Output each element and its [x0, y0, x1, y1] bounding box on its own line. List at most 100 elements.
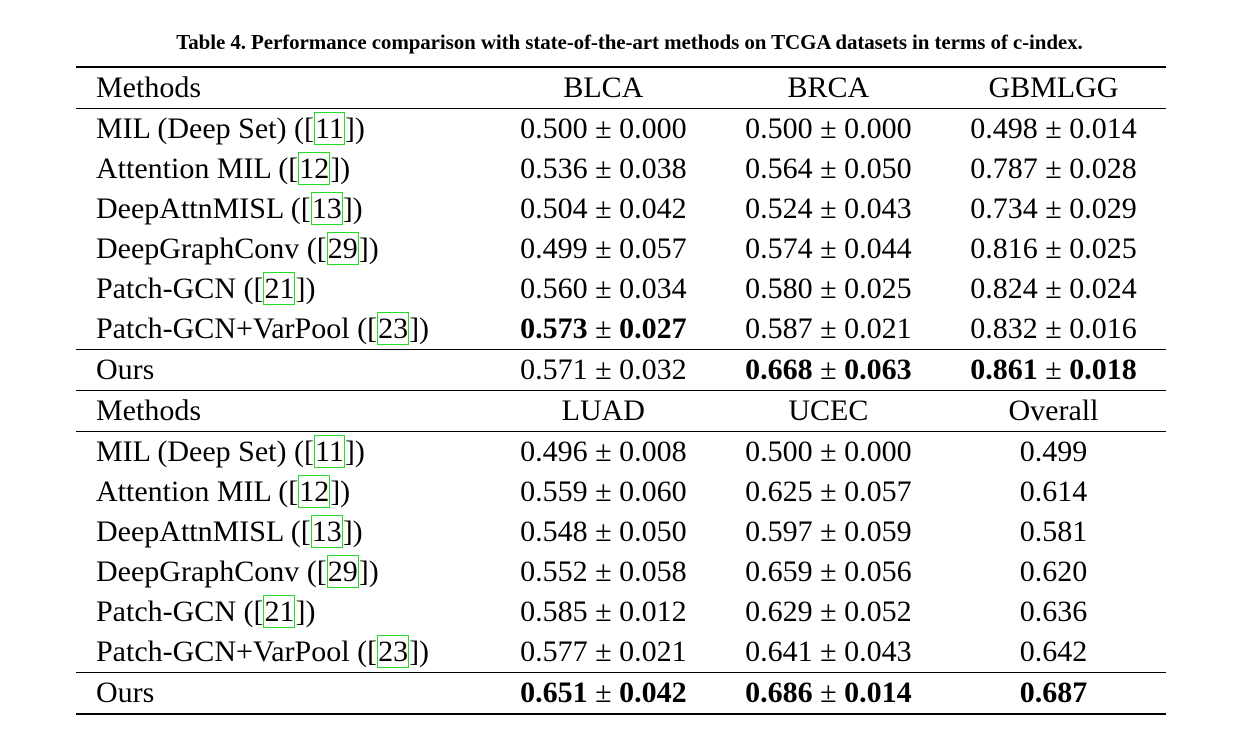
value-cell: 0.500 ± 0.000	[715, 108, 941, 149]
header-brca: BRCA	[715, 66, 941, 109]
mean-value: 0.571	[520, 353, 588, 386]
plus-minus-symbol: ±	[820, 595, 837, 628]
citation-link[interactable]: 23	[377, 635, 410, 668]
citation-link[interactable]: 29	[326, 555, 359, 588]
mean-value: 0.552	[520, 555, 588, 588]
citation-link[interactable]: 21	[263, 595, 296, 628]
value-cell: 0.499	[940, 431, 1166, 472]
citation-link[interactable]: 13	[310, 515, 343, 548]
method-name: Attention MIL	[96, 475, 271, 508]
value-cell: 0.861 ± 0.018	[940, 349, 1166, 391]
plus-minus-symbol: ±	[595, 312, 612, 345]
table-row: Patch-GCN ([21]) 0.560 ± 0.034 0.580 ± 0.0…	[76, 269, 1166, 309]
citation-link[interactable]: 11	[313, 112, 345, 145]
value-cell: 0.668 ± 0.063	[715, 349, 941, 391]
mean-value: 0.564	[745, 152, 813, 185]
mean-value: 0.573	[520, 312, 588, 345]
value-cell: 0.687	[940, 672, 1166, 715]
plus-minus-symbol: ±	[820, 676, 837, 709]
header-row-1: Methods BLCA BRCA GBMLGG	[76, 66, 1166, 109]
method-name-cell: Ours	[76, 672, 491, 715]
header-blca: BLCA	[490, 66, 716, 109]
value-cell: 0.641 ± 0.043	[716, 632, 941, 673]
value-cell: 0.571 ± 0.032	[490, 349, 716, 391]
citation-link[interactable]: 29	[326, 232, 359, 265]
value-cell: 0.824 ± 0.024	[941, 269, 1166, 309]
method-name: DeepAttnMISL	[96, 192, 284, 225]
std-value: 0.057	[844, 475, 912, 508]
std-value: 0.044	[844, 232, 912, 265]
mean-value: 0.500	[520, 112, 588, 145]
mean-value: 0.524	[745, 192, 813, 225]
std-value: 0.032	[619, 353, 687, 386]
mean-value: 0.580	[745, 272, 813, 305]
header-ucec: UCEC	[715, 390, 941, 432]
table-row: Patch-GCN+VarPool ([23]) 0.573 ± 0.027 0.5…	[76, 309, 1166, 350]
plus-minus-symbol: ±	[595, 676, 612, 709]
table-row: Patch-GCN+VarPool ([23]) 0.577 ± 0.021 0.6…	[76, 632, 1166, 673]
method-name: DeepGraphConv	[96, 555, 300, 588]
mean-value: 0.636	[1019, 595, 1088, 628]
mean-value: 0.587	[745, 312, 813, 345]
mean-value: 0.861	[970, 353, 1038, 386]
plus-minus-symbol: ±	[595, 595, 612, 628]
std-value: 0.028	[1069, 152, 1137, 185]
plus-minus-symbol: ±	[820, 555, 837, 588]
value-cell: 0.629 ± 0.052	[716, 592, 941, 632]
value-cell: 0.496 ± 0.008	[490, 431, 716, 472]
plus-minus-symbol: ±	[820, 435, 837, 468]
value-cell: 0.536 ± 0.038	[491, 149, 716, 189]
mean-value: 0.559	[520, 475, 588, 508]
header-overall: Overall	[940, 390, 1166, 432]
plus-minus-symbol: ±	[820, 312, 837, 345]
table-row: MIL (Deep Set) ([11]) 0.500 ± 0.000 0.500 …	[76, 108, 1166, 149]
plus-minus-symbol: ±	[595, 435, 612, 468]
header-gbmlgg: GBMLGG	[940, 66, 1166, 109]
citation-link[interactable]: 11	[313, 435, 345, 468]
method-name-cell: Patch-GCN ([21])	[96, 595, 316, 628]
plus-minus-symbol: ±	[820, 635, 837, 668]
plus-minus-symbol: ±	[820, 232, 837, 265]
mean-value: 0.560	[520, 272, 588, 305]
plus-minus-symbol: ±	[595, 112, 612, 145]
value-cell: 0.504 ± 0.042	[491, 189, 716, 229]
table-row: DeepAttnMISL ([13]) 0.548 ± 0.050 0.597 ± …	[76, 512, 1166, 552]
citation-link[interactable]: 12	[298, 152, 331, 185]
mean-value: 0.500	[745, 435, 813, 468]
value-cell: 0.580 ± 0.025	[716, 269, 941, 309]
value-cell: 0.524 ± 0.043	[716, 189, 941, 229]
plus-minus-symbol: ±	[1045, 112, 1062, 145]
citation-link[interactable]: 21	[263, 272, 296, 305]
method-name-cell: DeepAttnMISL ([13])	[96, 192, 363, 225]
mean-value: 0.597	[745, 515, 813, 548]
std-value: 0.018	[1069, 353, 1137, 386]
std-value: 0.021	[844, 312, 912, 345]
std-value: 0.014	[844, 676, 912, 709]
value-cell: 0.620	[941, 552, 1166, 592]
value-cell: 0.577 ± 0.021	[491, 632, 716, 673]
value-cell: 0.787 ± 0.028	[941, 149, 1166, 189]
plus-minus-symbol: ±	[595, 152, 612, 185]
method-name: Patch-GCN	[96, 595, 236, 628]
std-value: 0.008	[619, 435, 687, 468]
value-cell: 0.636	[941, 592, 1166, 632]
mean-value: 0.629	[745, 595, 813, 628]
value-cell: 0.686 ± 0.014	[715, 672, 941, 715]
value-cell: 0.625 ± 0.057	[716, 472, 941, 512]
plus-minus-symbol: ±	[595, 635, 612, 668]
citation-link[interactable]: 12	[298, 475, 331, 508]
method-name: MIL (Deep Set)	[96, 435, 287, 468]
plus-minus-symbol: ±	[595, 192, 612, 225]
mean-value: 0.548	[520, 515, 588, 548]
plus-minus-symbol: ±	[1045, 152, 1062, 185]
mean-value: 0.625	[745, 475, 813, 508]
mean-value: 0.787	[970, 152, 1038, 185]
mean-value: 0.686	[745, 676, 813, 709]
value-cell: 0.651 ± 0.042	[490, 672, 716, 715]
std-value: 0.059	[844, 515, 912, 548]
citation-link[interactable]: 23	[377, 312, 410, 345]
method-name: Patch-GCN	[96, 272, 236, 305]
value-cell: 0.498 ± 0.014	[940, 108, 1166, 149]
citation-link[interactable]: 13	[310, 192, 343, 225]
method-name-cell: Ours	[76, 349, 491, 391]
